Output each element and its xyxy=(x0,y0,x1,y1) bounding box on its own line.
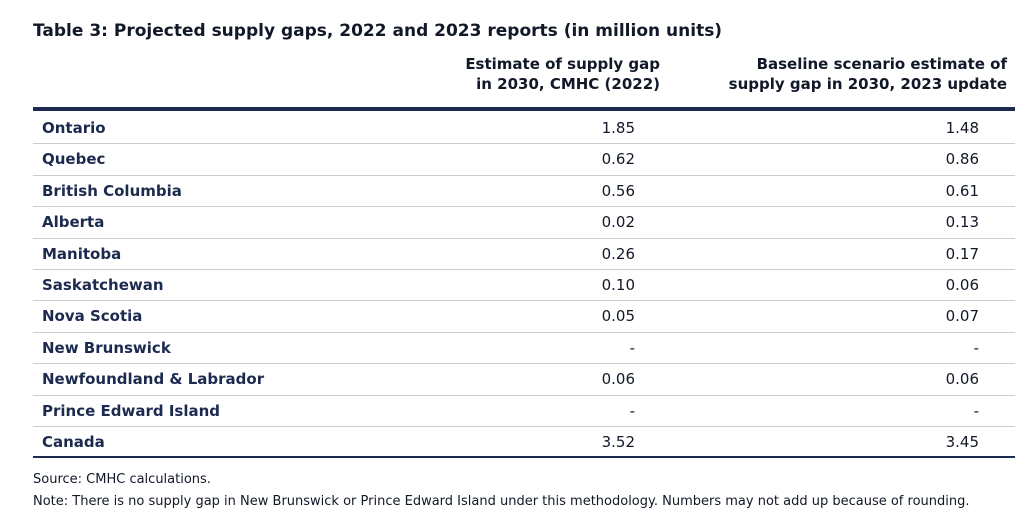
gap-2022-value: - xyxy=(629,338,635,357)
table-row: Newfoundland & Labrador 0.06 0.06 xyxy=(33,364,1015,396)
header-divider xyxy=(33,107,1015,111)
province-name: Saskatchewan xyxy=(42,275,164,294)
column-header-2022-line2: in 2030, CMHC (2022) xyxy=(476,75,660,93)
methodology-note: Note: There is no supply gap in New Brun… xyxy=(33,494,970,509)
table-row: Quebec 0.62 0.86 xyxy=(33,144,1015,176)
table-row: New Brunswick - - xyxy=(33,333,1015,365)
gap-2022-value: 0.26 xyxy=(601,244,635,263)
gap-2023-value: - xyxy=(973,401,979,420)
province-name: Canada xyxy=(42,432,105,451)
gap-2023-value: 1.48 xyxy=(945,119,979,137)
table-row: Manitoba 0.26 0.17 xyxy=(33,239,1015,270)
gap-2022-value: 0.05 xyxy=(601,307,635,326)
gap-2023-value: 0.13 xyxy=(945,213,979,232)
table-body: Ontario 1.85 1.48 Quebec 0.62 0.86 Briti… xyxy=(33,113,1015,458)
table-row: British Columbia 0.56 0.61 xyxy=(33,176,1015,208)
table-title: Table 3: Projected supply gaps, 2022 and… xyxy=(33,21,723,41)
province-name: New Brunswick xyxy=(42,338,171,357)
column-header-2023: Baseline scenario estimate of supply gap… xyxy=(729,54,1007,94)
column-header-2023-line1: Baseline scenario estimate of xyxy=(756,55,1007,73)
gap-2023-value: 0.61 xyxy=(945,181,979,200)
table-bottom-divider xyxy=(33,456,1015,458)
gap-2023-value: 0.07 xyxy=(945,307,979,326)
column-header-2022: Estimate of supply gap in 2030, CMHC (20… xyxy=(465,54,660,94)
gap-2023-value: 0.17 xyxy=(945,244,979,263)
gap-2023-value: 3.45 xyxy=(945,432,979,451)
gap-2023-value: 0.06 xyxy=(945,370,979,389)
table-row: Nova Scotia 0.05 0.07 xyxy=(33,301,1015,333)
table-row: Ontario 1.85 1.48 xyxy=(33,113,1015,145)
province-name: Newfoundland & Labrador xyxy=(42,370,265,389)
gap-2022-value: 0.62 xyxy=(601,150,635,169)
table-row: Prince Edward Island - - xyxy=(33,396,1015,427)
gap-2022-value: 1.85 xyxy=(601,119,635,137)
gap-2023-value: 0.06 xyxy=(945,275,979,294)
column-header-2023-line2: supply gap in 2030, 2023 update xyxy=(728,75,1007,93)
column-header-2022-line1: Estimate of supply gap xyxy=(465,55,660,73)
gap-2023-value: 0.86 xyxy=(945,150,979,169)
gap-2022-value: 0.02 xyxy=(601,213,635,232)
province-name: Ontario xyxy=(42,119,106,137)
province-name: British Columbia xyxy=(42,181,182,200)
gap-2022-value: 0.10 xyxy=(601,275,635,294)
source-note: Source: CMHC calculations. xyxy=(33,472,211,487)
gap-2022-value: - xyxy=(629,401,635,420)
province-name: Prince Edward Island xyxy=(42,401,221,420)
table-row: Alberta 0.02 0.13 xyxy=(33,207,1015,239)
province-name: Quebec xyxy=(42,150,106,169)
table-row: Saskatchewan 0.10 0.06 xyxy=(33,270,1015,302)
gap-2023-value: - xyxy=(973,338,979,357)
gap-2022-value: 3.52 xyxy=(601,432,635,451)
gap-2022-value: 0.06 xyxy=(601,370,635,389)
table-row-total: Canada 3.52 3.45 xyxy=(33,427,1015,458)
gap-2022-value: 0.56 xyxy=(601,181,635,200)
province-name: Alberta xyxy=(42,213,105,232)
province-name: Nova Scotia xyxy=(42,307,143,326)
province-name: Manitoba xyxy=(42,244,122,263)
